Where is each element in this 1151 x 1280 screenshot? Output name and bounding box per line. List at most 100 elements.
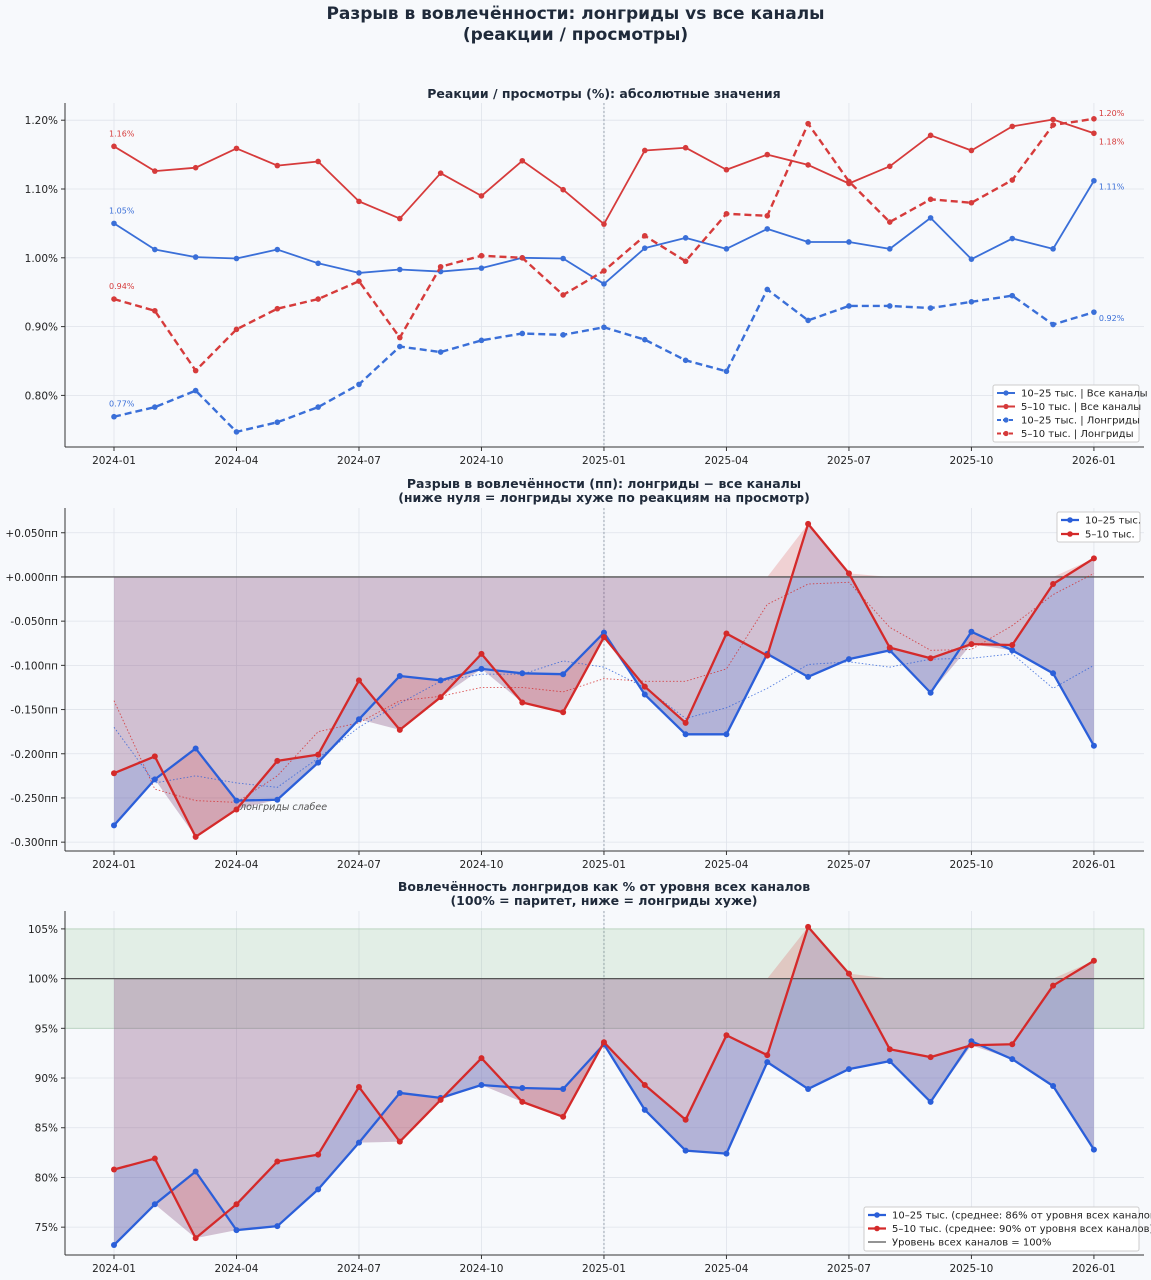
data-point <box>846 239 852 245</box>
data-point <box>478 650 485 657</box>
data-point <box>233 145 240 152</box>
data-point <box>968 1042 975 1049</box>
data-point <box>1009 123 1016 130</box>
data-point <box>968 199 975 206</box>
gap-fill <box>163 748 245 837</box>
y-tick-label: -0.100пп <box>10 660 58 672</box>
data-point <box>1090 957 1097 964</box>
data-point <box>437 349 444 355</box>
data-point <box>274 757 281 764</box>
data-point <box>315 1186 322 1193</box>
data-point <box>1009 177 1016 183</box>
data-point <box>274 419 281 426</box>
data-point <box>151 753 158 760</box>
legend-box <box>992 384 1140 443</box>
value-annotation: 1.16% <box>109 129 135 138</box>
data-point <box>274 1158 281 1165</box>
data-point <box>396 1089 403 1096</box>
overlap-fill <box>114 576 1094 837</box>
legend-marker <box>874 1225 880 1232</box>
data-point <box>927 132 934 139</box>
x-tick-label: 2024-04 <box>215 455 259 467</box>
data-point <box>560 1085 567 1092</box>
y-tick-label: 95% <box>35 1023 58 1035</box>
data-point <box>641 691 648 698</box>
data-point <box>111 822 117 829</box>
data-point <box>152 246 158 253</box>
data-point <box>478 1055 485 1062</box>
y-tick-label: 80% <box>35 1172 58 1184</box>
y-tick-label: +0.050пп <box>5 528 58 540</box>
data-point <box>152 307 158 314</box>
x-tick-label: 2025-07 <box>827 1263 871 1275</box>
gap-fill <box>225 1086 381 1231</box>
data-point <box>397 343 403 350</box>
data-point <box>355 1139 362 1146</box>
y-tick-label: +0.000пп <box>5 572 58 584</box>
data-point <box>192 387 199 394</box>
data-point <box>519 699 526 706</box>
data-point <box>846 178 852 185</box>
y-tick-label: -0.150пп <box>10 705 58 717</box>
data-point <box>641 147 648 154</box>
data-point <box>1090 555 1097 562</box>
data-point <box>1050 122 1056 128</box>
y-tick-label: 1.20% <box>25 115 58 127</box>
data-point <box>1009 1056 1016 1063</box>
trend-line <box>113 653 1095 788</box>
value-annotation: 1.20% <box>1099 109 1125 118</box>
data-point <box>111 413 117 420</box>
data-point <box>682 1147 689 1154</box>
data-point <box>846 303 852 309</box>
data-point <box>315 404 321 410</box>
data-point <box>315 260 321 267</box>
data-point <box>1050 321 1056 328</box>
data-point <box>886 644 893 651</box>
data-point <box>805 317 811 324</box>
x-tick-label: 2024-04 <box>215 1263 259 1275</box>
data-point <box>396 726 403 733</box>
y-tick-label: -0.250пп <box>10 793 58 805</box>
data-point <box>968 147 975 154</box>
data-point <box>233 326 240 333</box>
legend-entry: 10–25 тыс. | Все каналы <box>1021 389 1148 400</box>
data-point <box>560 332 566 338</box>
data-point <box>764 1059 771 1066</box>
data-point <box>192 367 199 374</box>
gap-fill <box>380 1092 444 1142</box>
data-point <box>437 170 444 176</box>
panel-1: 0.80% 0.90% 1.00% 1.10% 1.20% 2024-01 2024-04 2… <box>25 86 1148 467</box>
data-point <box>723 166 730 173</box>
data-point <box>437 694 444 701</box>
value-annotation: 1.11% <box>1099 183 1125 192</box>
data-point <box>397 334 403 341</box>
x-tick-label: 2025-04 <box>705 1263 749 1275</box>
y-tick-label: -0.300пп <box>10 837 58 849</box>
data-point <box>274 305 281 312</box>
data-point <box>927 655 934 662</box>
x-tick-label: 2024-01 <box>92 455 136 467</box>
data-point <box>764 151 771 158</box>
data-point <box>111 770 117 777</box>
data-point <box>641 232 648 239</box>
x-tick-label: 2024-04 <box>215 859 259 871</box>
data-point <box>601 281 607 287</box>
data-point <box>192 1235 199 1242</box>
data-point <box>233 255 240 262</box>
data-point <box>1009 1041 1016 1048</box>
data-point <box>764 286 771 293</box>
data-point <box>968 299 975 305</box>
x-tick-label: 2024-07 <box>337 455 381 467</box>
data-point <box>437 677 444 684</box>
x-tick-label: 2024-07 <box>337 859 381 871</box>
legend-entry: Уровень всех каналов = 100% <box>892 1238 1051 1249</box>
data-point <box>437 1096 444 1103</box>
data-point <box>968 641 975 648</box>
x-tick-label: 2025-10 <box>949 1263 993 1275</box>
data-point <box>682 731 689 738</box>
data-point <box>192 1168 199 1175</box>
data-point <box>151 1155 158 1162</box>
legend-entry: 5–10 тыс. <box>1085 530 1135 541</box>
x-tick-label: 2024-10 <box>460 1263 504 1275</box>
